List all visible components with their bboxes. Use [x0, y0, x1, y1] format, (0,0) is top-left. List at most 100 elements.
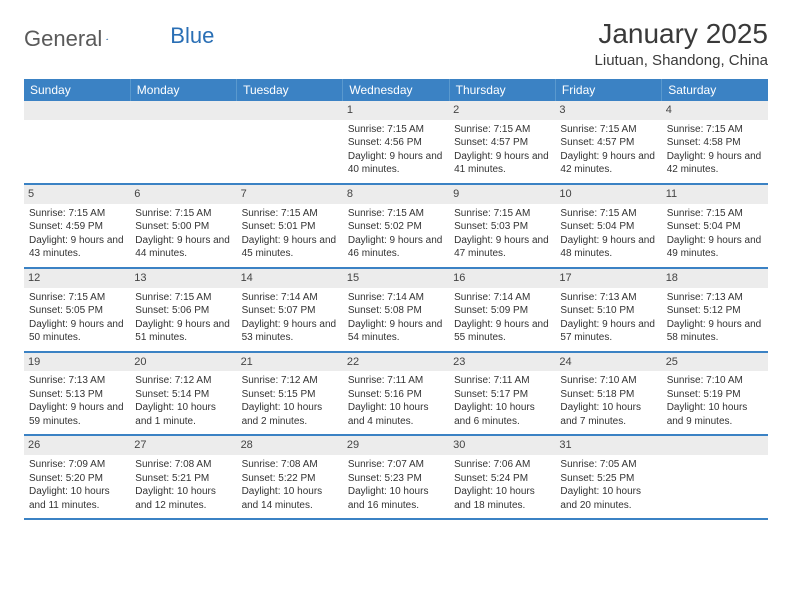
sunset-line: Sunset: 5:19 PM — [667, 388, 763, 402]
sunset-line: Sunset: 5:22 PM — [242, 472, 338, 486]
weekday-header: Wednesday — [343, 79, 449, 101]
calendar-cell: 30Sunrise: 7:06 AMSunset: 5:24 PMDayligh… — [449, 435, 555, 519]
day-number: 25 — [662, 353, 768, 372]
weekday-header: Saturday — [662, 79, 768, 101]
calendar-cell: 25 Sunrise: 7:10 AMSunset: 5:19 PMDayligh… — [662, 352, 768, 436]
calendar-cell: 3Sunrise: 7:15 AMSunset: 4:57 PMDaylight… — [555, 101, 661, 184]
sunrise-line: Sunrise: 7:15 AM — [348, 207, 444, 221]
sunset-line: Sunset: 5:14 PM — [135, 388, 231, 402]
calendar-header-row: SundayMondayTuesdayWednesdayThursdayFrid… — [24, 79, 768, 101]
day-number: 22 — [343, 353, 449, 372]
sunrise-line: Sunrise: 7:06 AM — [454, 458, 550, 472]
day-number: 14 — [237, 269, 343, 288]
daylight-line: Daylight: 9 hours and 50 minutes. — [29, 318, 125, 345]
sunset-line: Sunset: 4:59 PM — [29, 220, 125, 234]
daylight-line: Daylight: 10 hours and 9 minutes. — [667, 401, 763, 428]
sunset-line: Sunset: 4:56 PM — [348, 136, 444, 150]
sunrise-line: Sunrise: 7:15 AM — [29, 207, 125, 221]
day-number: 5 — [24, 185, 130, 204]
logo-triangle-icon — [106, 30, 108, 48]
sunrise-line: Sunrise: 7:11 AM — [454, 374, 550, 388]
sunset-line: Sunset: 4:57 PM — [560, 136, 656, 150]
calendar-cell: 31Sunrise: 7:05 AMSunset: 5:25 PMDayligh… — [555, 435, 661, 519]
sunset-line: Sunset: 5:16 PM — [348, 388, 444, 402]
calendar-cell: 21Sunrise: 7:12 AMSunset: 5:15 PMDayligh… — [237, 352, 343, 436]
sunset-line: Sunset: 5:04 PM — [667, 220, 763, 234]
day-number-blank — [237, 101, 343, 120]
sunrise-line: Sunrise: 7:15 AM — [348, 123, 444, 137]
calendar-cell — [130, 101, 236, 184]
daylight-line: Daylight: 9 hours and 57 minutes. — [560, 318, 656, 345]
daylight-line: Daylight: 10 hours and 1 minute. — [135, 401, 231, 428]
sunset-line: Sunset: 5:08 PM — [348, 304, 444, 318]
sunset-line: Sunset: 5:10 PM — [560, 304, 656, 318]
calendar-cell: 24Sunrise: 7:10 AMSunset: 5:18 PMDayligh… — [555, 352, 661, 436]
daylight-line: Daylight: 10 hours and 6 minutes. — [454, 401, 550, 428]
sunrise-line: Sunrise: 7:15 AM — [29, 291, 125, 305]
sunrise-line: Sunrise: 7:15 AM — [667, 207, 763, 221]
calendar-cell: 1Sunrise: 7:15 AMSunset: 4:56 PMDaylight… — [343, 101, 449, 184]
daylight-line: Daylight: 9 hours and 51 minutes. — [135, 318, 231, 345]
sunrise-line: Sunrise: 7:11 AM — [348, 374, 444, 388]
day-number: 31 — [555, 436, 661, 455]
sunset-line: Sunset: 5:05 PM — [29, 304, 125, 318]
day-number: 16 — [449, 269, 555, 288]
calendar-cell: 4Sunrise: 7:15 AMSunset: 4:58 PMDaylight… — [662, 101, 768, 184]
calendar-cell: 22Sunrise: 7:11 AMSunset: 5:16 PMDayligh… — [343, 352, 449, 436]
daylight-line: Daylight: 9 hours and 40 minutes. — [348, 150, 444, 177]
sunset-line: Sunset: 5:13 PM — [29, 388, 125, 402]
calendar-cell: 23Sunrise: 7:11 AMSunset: 5:17 PMDayligh… — [449, 352, 555, 436]
sunrise-line: Sunrise: 7:15 AM — [454, 123, 550, 137]
day-number: 6 — [130, 185, 236, 204]
sunset-line: Sunset: 5:02 PM — [348, 220, 444, 234]
day-number: 21 — [237, 353, 343, 372]
sunrise-line: Sunrise: 7:10 AM — [667, 374, 763, 388]
day-number: 4 — [662, 101, 768, 120]
calendar-cell — [24, 101, 130, 184]
daylight-line: Daylight: 10 hours and 12 minutes. — [135, 485, 231, 512]
day-number: 24 — [555, 353, 661, 372]
daylight-line: Daylight: 9 hours and 53 minutes. — [242, 318, 338, 345]
day-number: 13 — [130, 269, 236, 288]
sunrise-line: Sunrise: 7:05 AM — [560, 458, 656, 472]
sunset-line: Sunset: 5:20 PM — [29, 472, 125, 486]
sunset-line: Sunset: 5:00 PM — [135, 220, 231, 234]
calendar-table: SundayMondayTuesdayWednesdayThursdayFrid… — [24, 79, 768, 520]
calendar-week-row: 1Sunrise: 7:15 AMSunset: 4:56 PMDaylight… — [24, 101, 768, 184]
calendar-cell: 5 Sunrise: 7:15 AMSunset: 4:59 PMDaylight… — [24, 184, 130, 268]
daylight-line: Daylight: 9 hours and 55 minutes. — [454, 318, 550, 345]
calendar-cell: 7Sunrise: 7:15 AMSunset: 5:01 PMDaylight… — [237, 184, 343, 268]
weekday-header: Thursday — [449, 79, 555, 101]
daylight-line: Daylight: 10 hours and 18 minutes. — [454, 485, 550, 512]
sunrise-line: Sunrise: 7:15 AM — [135, 291, 231, 305]
day-number: 12 — [24, 269, 130, 288]
sunrise-line: Sunrise: 7:15 AM — [135, 207, 231, 221]
weekday-header: Tuesday — [237, 79, 343, 101]
sunset-line: Sunset: 5:12 PM — [667, 304, 763, 318]
calendar-cell: 9Sunrise: 7:15 AMSunset: 5:03 PMDaylight… — [449, 184, 555, 268]
sunrise-line: Sunrise: 7:08 AM — [242, 458, 338, 472]
day-number: 30 — [449, 436, 555, 455]
day-number: 3 — [555, 101, 661, 120]
weekday-header: Sunday — [24, 79, 130, 101]
calendar-cell: 8Sunrise: 7:15 AMSunset: 5:02 PMDaylight… — [343, 184, 449, 268]
calendar-cell: 14Sunrise: 7:14 AMSunset: 5:07 PMDayligh… — [237, 268, 343, 352]
day-number: 9 — [449, 185, 555, 204]
calendar-cell: 13 Sunrise: 7:15 AMSunset: 5:06 PMDayligh… — [130, 268, 236, 352]
sunrise-line: Sunrise: 7:13 AM — [667, 291, 763, 305]
sunset-line: Sunset: 4:57 PM — [454, 136, 550, 150]
day-number: 29 — [343, 436, 449, 455]
daylight-line: Daylight: 9 hours and 54 minutes. — [348, 318, 444, 345]
daylight-line: Daylight: 9 hours and 43 minutes. — [29, 234, 125, 261]
sunset-line: Sunset: 5:01 PM — [242, 220, 338, 234]
calendar-body: 1Sunrise: 7:15 AMSunset: 4:56 PMDaylight… — [24, 101, 768, 519]
calendar-cell: 6 Sunrise: 7:15 AMSunset: 5:00 PMDaylight… — [130, 184, 236, 268]
sunset-line: Sunset: 5:25 PM — [560, 472, 656, 486]
logo-text-2: Blue — [170, 23, 214, 49]
sunset-line: Sunset: 5:06 PM — [135, 304, 231, 318]
daylight-line: Daylight: 9 hours and 49 minutes. — [667, 234, 763, 261]
calendar-cell: 19Sunrise: 7:13 AMSunset: 5:13 PMDayligh… — [24, 352, 130, 436]
daylight-line: Daylight: 9 hours and 44 minutes. — [135, 234, 231, 261]
sunrise-line: Sunrise: 7:10 AM — [560, 374, 656, 388]
day-number: 18 — [662, 269, 768, 288]
